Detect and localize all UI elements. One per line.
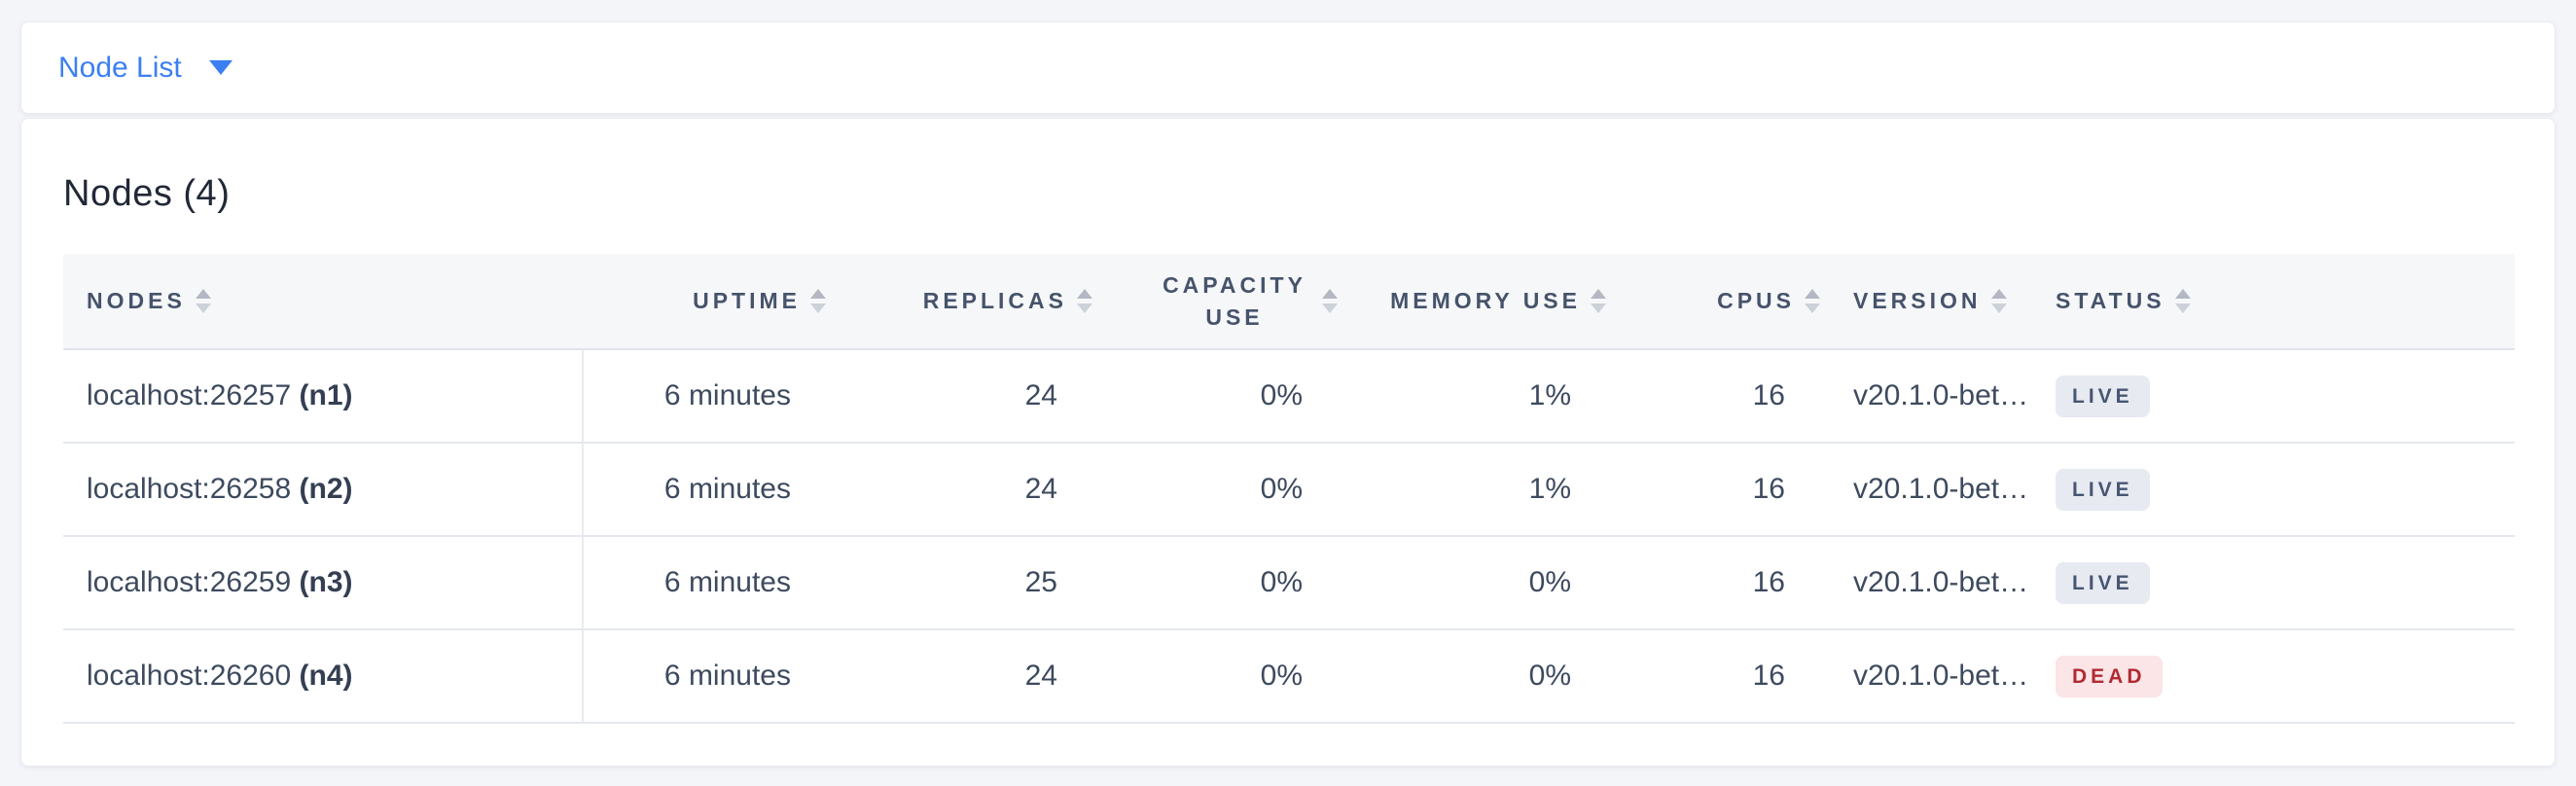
cell-capacity_use: 0% [1092,629,1338,724]
table-row[interactable]: localhost:26257 (n1) 6 minutes 24 0% 1% 16 v20… [63,349,2515,444]
node-id: (n2) [299,473,353,505]
cell-memory_use: 1% [1338,349,1606,444]
cell-nodes: localhost:26259 (n3) [63,536,584,630]
cell-nodes: localhost:26257 (n1) [63,349,584,444]
node-address: localhost:26258 [87,473,292,505]
node-id: (n4) [299,660,353,692]
status-badge: DEAD [2056,655,2163,697]
column-header-status[interactable]: STATUS [2034,254,2515,350]
cell-memory_use: 0% [1338,536,1606,630]
cell-capacity_use: 0% [1092,443,1338,537]
sort-arrows-icon [1591,289,1606,313]
column-label-uptime: UPTIME [693,288,801,313]
node-address: localhost:26260 [87,660,292,692]
table-row[interactable]: localhost:26259 (n3) 6 minutes 25 0% 0% 16 v20… [63,536,2515,630]
node-address: localhost:26257 [87,379,292,411]
page: Node List Nodes (4) NODES UPTIME REPLICAS C… [20,21,2556,767]
column-label-nodes: NODES [87,288,186,313]
nodes-card: Nodes (4) NODES UPTIME REPLICAS CAPACITY US… [20,118,2556,767]
column-header-uptime[interactable]: UPTIME [583,254,826,350]
cell-cpus: 16 [1606,536,1820,630]
column-label-status: STATUS [2056,288,2165,313]
view-selector-card: Node List [20,21,2556,114]
cell-status: DEAD [2034,629,2515,724]
page-title: Nodes (4) [63,173,231,214]
column-header-replicas[interactable]: REPLICAS [826,254,1092,350]
table-header-row: NODES UPTIME REPLICAS CAPACITY USE MEMORY US… [63,254,2515,350]
cell-version: v20.1.0-bet… [1820,536,2034,630]
caret-down-icon [208,60,233,75]
node-id: (n1) [299,379,353,411]
node-id: (n3) [299,566,353,598]
cell-cpus: 16 [1606,629,1820,724]
column-header-memory_use[interactable]: MEMORY USE [1338,254,1606,350]
cell-replicas: 24 [826,629,1092,724]
sort-arrows-icon [2174,289,2191,313]
column-label-capacity_use: CAPACITY USE [1163,272,1306,330]
cell-memory_use: 0% [1338,629,1606,724]
cell-status: LIVE [2034,443,2515,537]
status-badge: LIVE [2056,468,2150,511]
cell-replicas: 24 [826,443,1092,537]
cell-cpus: 16 [1606,349,1820,444]
cell-memory_use: 1% [1338,443,1606,537]
view-mode-dropdown[interactable]: Node List [58,52,233,85]
sort-arrows-icon [810,289,826,313]
cell-replicas: 24 [826,349,1092,444]
column-label-replicas: REPLICAS [922,288,1067,313]
node-address: localhost:26259 [87,566,292,598]
nodes-table: NODES UPTIME REPLICAS CAPACITY USE MEMORY US… [63,254,2515,724]
column-label-version: VERSION [1853,288,1982,313]
cell-uptime: 6 minutes [583,629,826,724]
status-badge: LIVE [2056,375,2150,417]
cell-version: v20.1.0-bet… [1820,349,2034,444]
sort-arrows-icon [1322,289,1338,313]
cell-capacity_use: 0% [1092,536,1338,630]
status-badge: LIVE [2056,561,2150,604]
column-label-cpus: CPUS [1717,288,1795,313]
sort-arrows-icon [1077,289,1092,313]
cell-version: v20.1.0-bet… [1820,443,2034,537]
sort-arrows-icon [1990,289,2007,313]
sort-arrows-icon [195,289,211,313]
column-label-memory_use: MEMORY USE [1390,288,1581,313]
cell-uptime: 6 minutes [583,349,826,444]
column-header-nodes[interactable]: NODES [63,254,583,350]
table-row[interactable]: localhost:26260 (n4) 6 minutes 24 0% 0% 16 v20… [63,629,2515,724]
cell-replicas: 25 [826,536,1092,630]
cell-version: v20.1.0-bet… [1820,629,2034,724]
sort-arrows-icon [1805,289,1820,313]
cell-status: LIVE [2034,349,2515,444]
column-header-capacity_use[interactable]: CAPACITY USE [1092,254,1338,350]
cell-status: LIVE [2034,536,2515,630]
cell-nodes: localhost:26258 (n2) [63,443,584,537]
table-row[interactable]: localhost:26258 (n2) 6 minutes 24 0% 1% 16 v20… [63,443,2515,537]
column-header-cpus[interactable]: CPUS [1606,254,1820,350]
cell-nodes: localhost:26260 (n4) [63,629,584,724]
view-mode-label: Node List [58,51,182,84]
cell-capacity_use: 0% [1092,349,1338,444]
cell-uptime: 6 minutes [583,443,826,537]
cell-cpus: 16 [1606,443,1820,537]
cell-uptime: 6 minutes [583,536,826,630]
column-header-version[interactable]: VERSION [1820,254,2034,350]
